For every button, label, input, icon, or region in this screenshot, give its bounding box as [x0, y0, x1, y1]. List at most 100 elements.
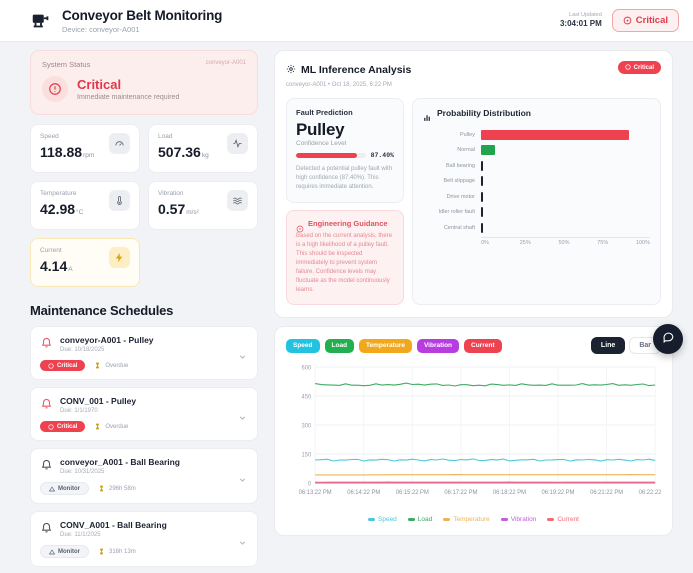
main-content: System Status conveyor-A001 Critical Imm… — [0, 42, 693, 573]
metric-name: Temperature — [40, 190, 77, 197]
telemetry-line-chart: 0 150 300 450 600 06:13:22 PM 06:14:22 PM 06:15… — [299, 365, 672, 496]
legend-item[interactable]: Vibration — [500, 516, 536, 523]
probability-bar — [481, 129, 629, 140]
legend-item[interactable]: Load — [407, 516, 432, 523]
ml-status-label: Critical — [633, 64, 654, 71]
metric-value: 507.36kg — [158, 145, 209, 163]
left-column: System Status conveyor-A001 Critical Imm… — [14, 50, 266, 573]
metric-chip-temperature[interactable]: Temperature — [359, 338, 412, 353]
gear-icon — [286, 61, 296, 79]
y-axis-tick: 0 — [308, 481, 312, 487]
maintenance-item-name: conveyor-A001 - Pulley — [60, 335, 154, 345]
probability-header: Probability Distribution — [423, 108, 650, 121]
maintenance-list: conveyor-A001 - Pulley Due: 10/18/2025 C… — [30, 326, 258, 573]
maintenance-item[interactable]: conveyor-A001 - Pulley Due: 10/18/2025 C… — [30, 326, 258, 380]
probability-row: Pulley — [423, 127, 650, 143]
metric-value: 42.98°C — [40, 202, 83, 220]
thermometer-icon — [109, 190, 130, 211]
maintenance-item-meta: Critical Overdue — [40, 421, 248, 432]
maintenance-item-head: conveyor_A001 - Ball Bearing Due: 10/31/… — [40, 457, 248, 475]
chevron-down-icon[interactable] — [238, 535, 247, 545]
fault-prediction-value: Pulley — [296, 120, 345, 139]
chevron-down-icon[interactable] — [238, 472, 247, 482]
legend-label: Current — [557, 516, 579, 523]
legend-item[interactable]: Speed — [368, 516, 397, 523]
maintenance-item-due: Due: 10/31/2025 — [60, 469, 105, 475]
probability-bar — [481, 160, 483, 171]
probability-rows: Pulley Normal Ball bearing Belt slippage Dri… — [423, 127, 650, 236]
maintenance-time-label: 296h 58m — [109, 485, 136, 492]
metric-card-vibration[interactable]: Vibration 0.57m/s² — [148, 181, 258, 230]
x-axis-tick: 06:18:22 PM — [493, 490, 526, 496]
chevron-down-icon[interactable] — [238, 410, 247, 420]
metric-chip-speed[interactable]: Speed — [286, 338, 320, 353]
probability-track — [481, 174, 650, 190]
alert-circle-icon — [623, 16, 632, 25]
metric-chips: Speed Load Temperature Vibration Current — [286, 338, 502, 353]
hourglass-icon — [98, 485, 105, 492]
maintenance-item-texts: conveyor-A001 - Pulley Due: 10/18/2025 — [60, 335, 154, 353]
x-axis-tick: 06:21:22 PM — [590, 490, 623, 496]
toggle-line-button[interactable]: Line — [590, 337, 626, 354]
maintenance-status-label: Critical — [57, 362, 78, 369]
probability-tick: 100% — [635, 239, 651, 246]
chevron-down-icon[interactable] — [238, 349, 247, 359]
probability-category-label: Drive motor — [446, 193, 475, 200]
legend-label: Temperature — [453, 516, 490, 523]
bell-icon — [40, 521, 53, 534]
probability-bar — [481, 207, 483, 218]
y-axis-tick: 300 — [302, 423, 312, 429]
metric-number: 42.98 — [40, 201, 76, 217]
chat-fab-button[interactable] — [653, 324, 683, 354]
maintenance-item[interactable]: conveyor_A001 - Ball Bearing Due: 10/31/… — [30, 448, 258, 504]
metric-text: Load 507.36kg — [158, 133, 209, 163]
metric-card-current[interactable]: Current 4.14A — [30, 238, 140, 287]
maintenance-status-pill: Critical — [40, 360, 86, 371]
metric-card-load[interactable]: Load 507.36kg — [148, 124, 258, 173]
probability-bar — [481, 191, 483, 202]
confidence-bar-row: 87.40% — [296, 152, 394, 159]
maintenance-item-meta: Critical Overdue — [40, 360, 248, 371]
x-axis-tick: 06:13:22 PM — [299, 490, 332, 496]
probability-distribution-chart: Probability Distribution Pulley Normal Bal… — [412, 98, 661, 305]
bell-alert-icon — [40, 336, 53, 349]
legend-color-swatch — [443, 518, 451, 521]
metric-number: 4.14 — [40, 258, 68, 274]
maintenance-item[interactable]: CONV_A001 - Ball Bearing Due: 11/1/2025 … — [30, 511, 258, 567]
metric-name: Vibration — [158, 190, 184, 197]
header-right: Last Updated 3:04:01 PM Critical — [560, 9, 679, 32]
maintenance-item-head: CONV_A001 - Ball Bearing Due: 11/1/2025 — [40, 520, 248, 538]
fault-prediction-description: Detected a potential pulley fault with h… — [296, 166, 393, 190]
triangle-warning-icon — [48, 548, 56, 555]
alert-icon — [42, 76, 68, 102]
status-badge[interactable]: Critical — [611, 9, 679, 32]
metric-chip-vibration[interactable]: Vibration — [416, 338, 460, 353]
metric-card-speed[interactable]: Speed 118.88rpm — [30, 124, 140, 173]
conveyor-icon — [30, 10, 52, 32]
maintenance-time: 296h 58m — [98, 485, 136, 492]
probability-title: Probability Distribution — [437, 108, 531, 118]
x-axis-tick: 06:14:22 PM — [347, 490, 380, 496]
telemetry-panel: Speed Load Temperature Vibration Current Lin… — [274, 326, 673, 536]
x-axis-tick: 06:15:22 PM — [396, 490, 429, 496]
system-status-card: System Status conveyor-A001 Critical Imm… — [30, 50, 258, 115]
metric-chip-load[interactable]: Load — [324, 338, 355, 353]
maintenance-item-head: conveyor-A001 - Pulley Due: 10/18/2025 — [40, 335, 248, 353]
maintenance-item[interactable]: CONV_001 - Pulley Due: 1/1/1970 Critical… — [30, 387, 258, 441]
gauge-icon — [109, 133, 130, 154]
maintenance-item-meta: Monitor 296h 58m — [40, 482, 248, 495]
hourglass-icon — [98, 548, 105, 555]
probability-category-label: Belt slippage — [443, 178, 476, 185]
maintenance-status-label: Critical — [57, 423, 78, 430]
legend-item[interactable]: Temperature — [443, 516, 490, 523]
x-axis-tick: 06:17:22 PM — [444, 490, 477, 496]
status-badge-label: Critical — [635, 15, 668, 26]
legend-item[interactable]: Current — [547, 516, 579, 523]
circle-alert-icon — [48, 362, 54, 369]
metric-card-temperature[interactable]: Temperature 42.98°C — [30, 181, 140, 230]
maintenance-item-due: Due: 11/1/2025 — [60, 532, 101, 538]
metric-chip-current[interactable]: Current — [464, 338, 502, 353]
bar-chart-icon — [423, 109, 432, 121]
legend-color-swatch — [547, 518, 555, 521]
